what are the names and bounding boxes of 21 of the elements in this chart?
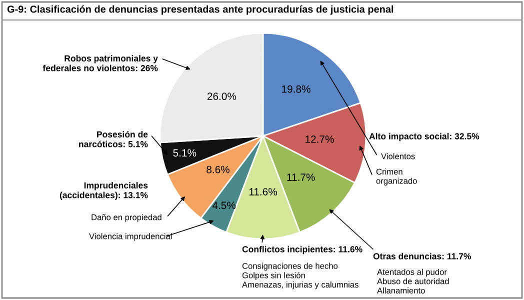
data-label: 5.1% xyxy=(173,149,196,157)
data-label: 8.6% xyxy=(206,166,230,174)
text: Daño en propiedad xyxy=(92,214,162,222)
data-label: 12.7% xyxy=(306,136,334,143)
data-label: 11.7% xyxy=(287,174,315,181)
text: Alto impacto social: 32.5% xyxy=(369,132,480,142)
data-label: 4.5% xyxy=(212,202,236,210)
text: Violencia imprudencial xyxy=(89,233,172,241)
data-label: 19.8% xyxy=(282,85,310,93)
text: Otras denuncias: 11.7% xyxy=(373,252,472,260)
text: Imprudenciales (accidentales): 13.1% xyxy=(60,182,148,200)
text: Robos patrimoniales y federales no violentos: 26% xyxy=(42,55,158,72)
text: Crimen organizado xyxy=(376,168,417,186)
text: Atentados al pudor Abuso de autoridad Allanamiento xyxy=(377,268,449,294)
text: Posesión de narcóticos: 5.1% xyxy=(79,130,148,148)
text: Consignaciones de hecho Golpes sin lesión Amenazas, injurias y calumnias xyxy=(242,262,358,290)
text: Violentos xyxy=(381,153,415,160)
data-label: 26.0% xyxy=(207,92,236,100)
text: Conflictos incipientes: 11.6% xyxy=(242,246,362,254)
data-label: 11.6% xyxy=(249,188,278,196)
chart-title: G-9: Clasificación de denuncias presentadas ante procuradurías de justicia penal xyxy=(7,5,394,15)
